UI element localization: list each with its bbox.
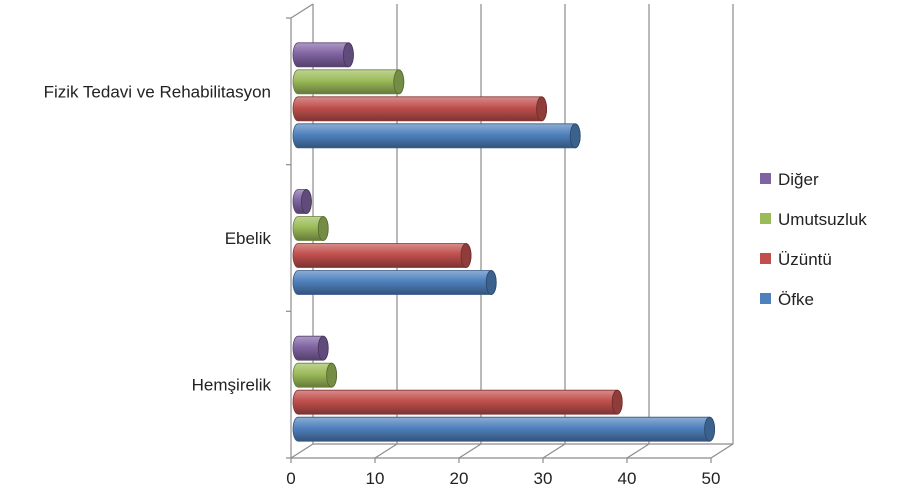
legend-swatch [760, 293, 771, 304]
bar-ofke-fizik-tedavi-ve-rehabilitasyon [292, 123, 581, 149]
legend-item-uzuntu: Üzüntü [760, 250, 832, 269]
category-label: Ebelik [225, 229, 272, 248]
bar-end-cap [704, 416, 715, 442]
legend-item-ofke: Öfke [760, 290, 814, 309]
x-tick-label: 20 [450, 469, 469, 488]
gridline-floor [458, 443, 482, 459]
bar-ofke-hemsirelik [292, 416, 715, 442]
bar-end-cap [611, 389, 623, 415]
x-tick-label: 40 [618, 469, 637, 488]
bar-uzuntu-fizik-tedavi-ve-rehabilitasyon [292, 96, 547, 122]
bar-end-cap [326, 362, 338, 388]
bar-uzuntu-hemsirelik [292, 389, 623, 415]
legend-item-diger: Diğer [760, 170, 819, 189]
x-tick-label: 10 [366, 469, 385, 488]
legend-swatch [760, 213, 771, 224]
legend-label: Öfke [778, 290, 814, 309]
legend-swatch [760, 173, 771, 184]
bar-end-cap [342, 42, 354, 68]
bar-end-cap [485, 270, 497, 295]
x-tick-label: 30 [534, 469, 553, 488]
bar-umutsuzluk-fizik-tedavi-ve-rehabilitasyon [292, 69, 405, 95]
wall-edge [290, 3, 314, 19]
bar-end-cap [317, 216, 329, 241]
gridline-floor [290, 443, 314, 459]
bar-end-cap [300, 189, 312, 214]
x-tick-label: 0 [286, 469, 295, 488]
legend-swatch [760, 253, 771, 264]
legend-label: Diğer [778, 170, 819, 189]
gridline-floor [710, 443, 734, 459]
bar-uzuntu-ebelik [292, 243, 472, 268]
bar-end-cap [569, 123, 581, 149]
legend-item-umutsuzluk: Umutsuzluk [760, 210, 867, 229]
legend-label: Umutsuzluk [778, 210, 867, 229]
category-label: Hemşirelik [192, 376, 272, 395]
bar-ofke-ebelik [292, 270, 497, 295]
legend-label: Üzüntü [778, 250, 832, 269]
gridline-floor [626, 443, 650, 459]
gridline-floor [542, 443, 566, 459]
bar-end-cap [393, 69, 405, 95]
bar-end-cap [317, 335, 329, 361]
category-label: Fizik Tedavi ve Rehabilitasyon [44, 82, 271, 101]
bar-end-cap [536, 96, 547, 122]
bar-end-cap [460, 243, 472, 268]
gridline-floor [374, 443, 398, 459]
x-tick-label: 50 [702, 469, 721, 488]
